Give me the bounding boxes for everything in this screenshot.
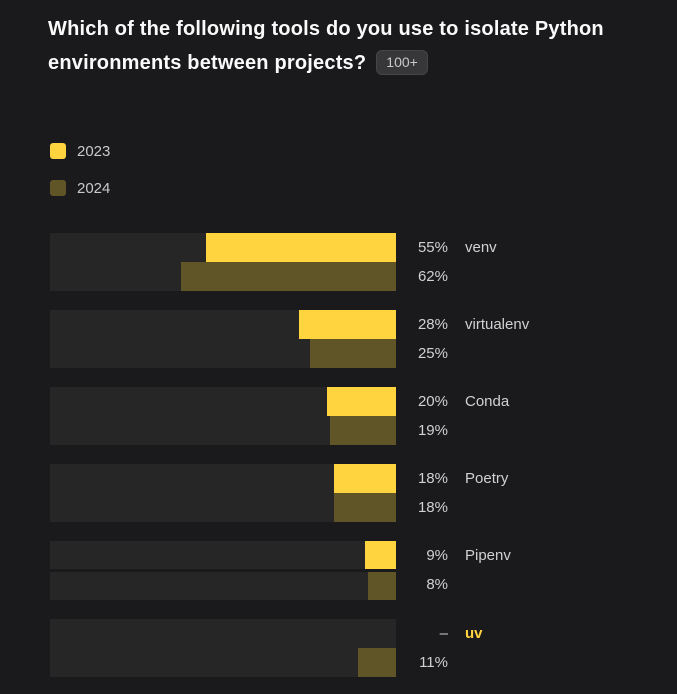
bar-track-venv-2023 [50, 233, 396, 262]
bar-venv-2023 [205, 233, 396, 262]
value-label-venv-2024: 62% [417, 268, 448, 285]
legend-swatch-2023-icon [50, 143, 66, 159]
bar-chart: 55% 62% venv 28% 25% virtualenv 20% 19% Conda 18%… [50, 233, 677, 677]
bar-track-venv-2024 [50, 262, 396, 291]
bar-virtualenv-2024 [309, 339, 396, 368]
survey-chart-card: Which of the following tools do you use … [48, 12, 677, 677]
bar-tracks-pipenv [50, 541, 396, 600]
legend-label-2024: 2024 [77, 179, 111, 197]
bar-poetry-2023 [333, 464, 396, 493]
value-labels-pipenv: 9% 8% [404, 541, 448, 599]
bar-track-pipenv-2024 [50, 572, 396, 600]
value-labels-poetry: 18% 18% [404, 464, 448, 522]
chart-group-poetry: 18% 18% Poetry [50, 464, 677, 522]
bar-conda-2024 [330, 416, 396, 445]
chart-group-pipenv: 9% 8% Pipenv [50, 541, 677, 600]
bar-track-conda-2023 [50, 387, 396, 416]
bar-tracks-virtualenv [50, 310, 396, 368]
chart-group-virtualenv: 28% 25% virtualenv [50, 310, 677, 368]
category-label-conda: Conda [465, 393, 510, 410]
respondents-badge: 100+ [376, 50, 428, 75]
bar-track-virtualenv-2024 [50, 339, 396, 368]
bar-venv-2024 [181, 262, 396, 291]
legend-label-2023: 2023 [77, 142, 111, 160]
bar-track-poetry-2023 [50, 464, 396, 493]
bar-track-uv-2024 [50, 648, 396, 677]
bar-track-uv-2023 [50, 619, 396, 648]
question-title-text: Which of the following tools do you use … [48, 18, 604, 74]
category-label-pipenv: Pipenv [465, 547, 511, 564]
value-labels-uv: – 11% [404, 619, 448, 677]
category-label-uv: uv [465, 625, 483, 642]
bar-track-virtualenv-2023 [50, 310, 396, 339]
value-labels-virtualenv: 28% 25% [404, 310, 448, 368]
bar-track-pipenv-2023 [50, 541, 396, 569]
bar-conda-2023 [326, 387, 396, 416]
value-labels-conda: 20% 19% [404, 387, 448, 445]
legend-item-2023[interactable]: 2023 [50, 142, 110, 160]
value-label-pipenv-2023: 9% [426, 547, 448, 564]
chart-group-conda: 20% 19% Conda [50, 387, 677, 445]
question-title: Which of the following tools do you use … [48, 12, 636, 80]
bar-tracks-poetry [50, 464, 396, 522]
chart-group-uv: – 11% uv [50, 619, 677, 677]
category-label-poetry: Poetry [465, 470, 509, 487]
value-label-pipenv-2024: 8% [426, 576, 448, 593]
value-label-conda-2023: 20% [417, 393, 448, 410]
bar-pipenv-2024 [368, 572, 396, 600]
value-label-virtualenv-2024: 25% [417, 345, 448, 362]
bar-uv-2024 [357, 648, 396, 677]
legend-item-2024[interactable]: 2024 [50, 179, 110, 197]
bar-tracks-venv [50, 233, 396, 291]
value-labels-venv: 55% 62% [404, 233, 448, 291]
value-label-uv-2024: 11% [419, 654, 448, 671]
bar-tracks-conda [50, 387, 396, 445]
value-label-uv-2023: – [439, 625, 448, 642]
value-label-virtualenv-2023: 28% [417, 316, 448, 333]
bar-tracks-uv [50, 619, 396, 677]
category-label-venv: venv [465, 239, 497, 256]
value-label-poetry-2023: 18% [417, 470, 448, 487]
bar-track-conda-2024 [50, 416, 396, 445]
legend-swatch-2024-icon [50, 180, 66, 196]
chart-group-venv: 55% 62% venv [50, 233, 677, 291]
bar-track-poetry-2024 [50, 493, 396, 522]
category-label-virtualenv: virtualenv [465, 316, 530, 333]
legend: 2023 2024 [50, 142, 677, 197]
bar-virtualenv-2023 [299, 310, 396, 339]
bar-poetry-2024 [333, 493, 396, 522]
value-label-poetry-2024: 18% [417, 499, 448, 516]
value-label-venv-2023: 55% [417, 239, 448, 256]
bar-pipenv-2023 [364, 541, 396, 569]
value-label-conda-2024: 19% [417, 422, 448, 439]
